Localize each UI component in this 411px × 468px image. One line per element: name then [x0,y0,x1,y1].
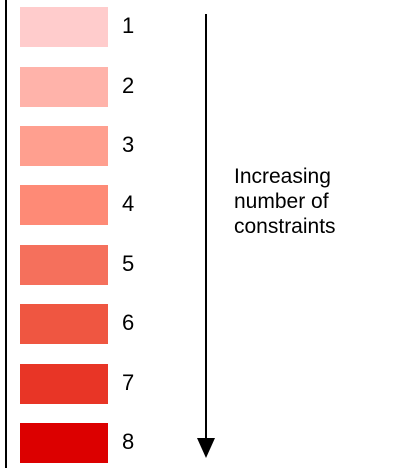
level-label: 6 [122,310,135,335]
swatch-row: 6 [20,304,150,344]
color-swatch-1 [20,7,108,47]
level-label: 8 [122,429,135,454]
color-swatch-3 [20,126,108,166]
color-swatch-6 [20,304,108,344]
color-swatch-8 [20,423,108,463]
swatch-row: 4 [20,185,150,225]
swatch-row: 8 [20,423,150,463]
level-label: 4 [122,191,135,216]
swatch-row: 1 [20,7,150,47]
swatch-row: 2 [20,67,150,107]
caption-line: constraints [234,215,336,238]
caption-line: Increasing [234,165,331,188]
down-arrow-shaft [205,14,207,438]
level-label: 5 [122,251,135,276]
level-label: 1 [122,13,135,38]
arrow-caption: Increasing number of constraints [234,164,394,239]
level-label: 7 [122,370,135,395]
swatch-row: 3 [20,126,150,166]
down-arrow-icon [197,438,215,458]
color-swatch-4 [20,185,108,225]
color-swatch-7 [20,364,108,404]
level-label: 2 [122,73,135,98]
color-swatch-5 [20,245,108,285]
level-label: 3 [122,132,135,157]
color-swatch-2 [20,67,108,107]
caption-line: number of [234,190,329,213]
swatch-row: 7 [20,364,150,404]
left-border-line [5,0,7,468]
swatch-row: 5 [20,245,150,285]
